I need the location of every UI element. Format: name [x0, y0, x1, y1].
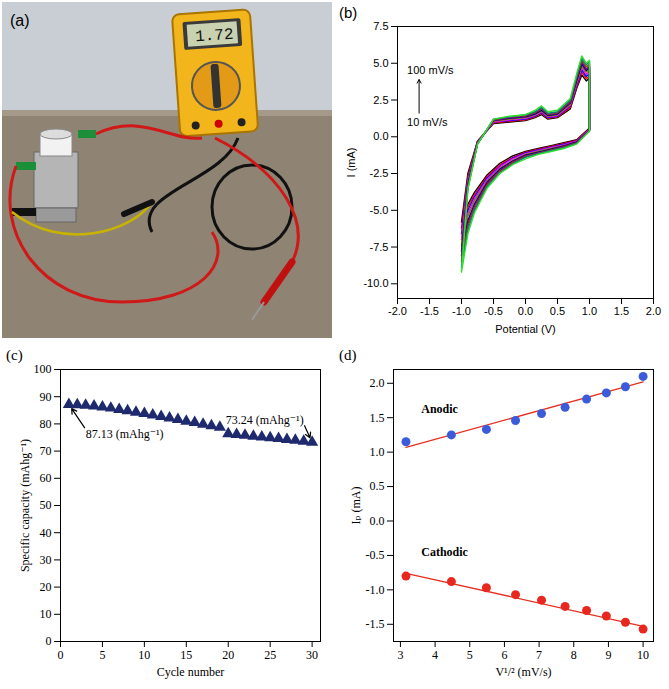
svg-text:7: 7 [536, 648, 542, 662]
svg-text:20: 20 [222, 648, 234, 662]
svg-text:0.0: 0.0 [370, 514, 385, 528]
svg-text:70: 70 [40, 444, 52, 458]
svg-text:(a): (a) [10, 12, 30, 29]
svg-text:-0.5: -0.5 [366, 548, 385, 562]
svg-text:0.0: 0.0 [518, 305, 533, 317]
svg-text:5.0: 5.0 [373, 57, 388, 69]
svg-text:10 mV/s: 10 mV/s [407, 116, 448, 128]
svg-text:-1.5: -1.5 [366, 617, 385, 631]
svg-text:-2.5: -2.5 [370, 167, 389, 179]
svg-text:Anodic: Anodic [421, 402, 458, 416]
svg-text:9: 9 [605, 648, 611, 662]
svg-text:10: 10 [138, 648, 150, 662]
svg-text:30: 30 [306, 648, 318, 662]
svg-text:0: 0 [46, 634, 52, 648]
svg-text:-10.0: -10.0 [363, 277, 388, 289]
svg-text:Cathodic: Cathodic [421, 545, 468, 559]
svg-text:87.13 (mAhg⁻¹): 87.13 (mAhg⁻¹) [86, 427, 164, 441]
svg-text:8: 8 [571, 648, 577, 662]
svg-text:15: 15 [180, 648, 192, 662]
svg-text:-1.0: -1.0 [366, 583, 385, 597]
svg-text:Cycle number: Cycle number [157, 665, 225, 679]
svg-text:I (mA): I (mA) [345, 148, 357, 178]
svg-text:Specific capacity (mAhg⁻¹): Specific capacity (mAhg⁻¹) [18, 439, 32, 572]
html-text:(c): (c) [6, 347, 23, 363]
svg-text:2.0: 2.0 [646, 305, 661, 317]
svg-text:-1.0: -1.0 [452, 305, 471, 317]
svg-text:50: 50 [40, 498, 52, 512]
svg-text:5: 5 [467, 648, 473, 662]
svg-text:3: 3 [397, 648, 403, 662]
svg-text:7.5: 7.5 [373, 20, 388, 32]
svg-text:5: 5 [99, 648, 105, 662]
svg-text:Iₚ (mA): Iₚ (mA) [349, 487, 363, 525]
svg-text:1.0: 1.0 [582, 305, 597, 317]
svg-text:100 mV/s: 100 mV/s [407, 64, 454, 76]
svg-text:10: 10 [637, 648, 649, 662]
svg-text:-0.5: -0.5 [484, 305, 503, 317]
svg-text:20: 20 [40, 580, 52, 594]
svg-text:1.0: 1.0 [370, 445, 385, 459]
svg-text:73.24 (mAhg⁻¹): 73.24 (mAhg⁻¹) [226, 413, 304, 427]
svg-text:-7.5: -7.5 [370, 241, 389, 253]
svg-text:30: 30 [40, 553, 52, 567]
svg-text:25: 25 [264, 648, 276, 662]
svg-text:2.5: 2.5 [373, 94, 388, 106]
svg-text:V¹/² (mV/s): V¹/² (mV/s) [495, 665, 551, 679]
svg-text:0: 0 [58, 648, 64, 662]
svg-text:-5.0: -5.0 [370, 204, 389, 216]
svg-text:4: 4 [432, 648, 438, 662]
svg-text:-1.5: -1.5 [420, 305, 439, 317]
svg-text:Potential (V): Potential (V) [495, 323, 556, 335]
svg-text:1.5: 1.5 [614, 305, 629, 317]
svg-text:6: 6 [501, 648, 507, 662]
svg-text:90: 90 [40, 390, 52, 404]
html-text:(b): (b) [339, 4, 358, 21]
svg-text:10: 10 [40, 607, 52, 621]
svg-text:100: 100 [34, 362, 52, 376]
svg-text:80: 80 [40, 417, 52, 431]
svg-text:0.5: 0.5 [370, 479, 385, 493]
svg-text:0.0: 0.0 [373, 130, 388, 142]
svg-text:2.0: 2.0 [370, 376, 385, 390]
svg-text:1.72: 1.72 [194, 26, 234, 47]
html-text:(d): (d) [339, 347, 357, 363]
svg-text:1.5: 1.5 [370, 411, 385, 425]
svg-text:0.5: 0.5 [550, 305, 565, 317]
svg-text:60: 60 [40, 471, 52, 485]
svg-text:40: 40 [40, 526, 52, 540]
svg-text:-2.0: -2.0 [388, 305, 407, 317]
